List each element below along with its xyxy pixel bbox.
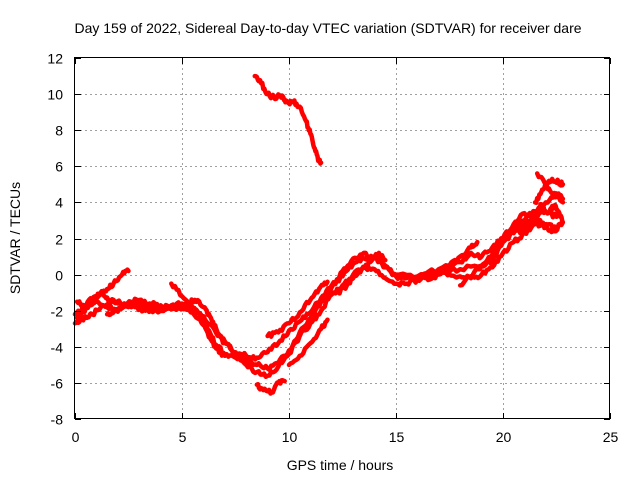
y-axis-label: SDTVAR / TECUs <box>7 182 23 294</box>
plot-frame <box>74 57 610 419</box>
y-tick-label: -6 <box>51 376 64 392</box>
chart-title: Day 159 of 2022, Sidereal Day-to-day VTE… <box>74 20 581 36</box>
x-tick-label: 5 <box>179 429 187 445</box>
series-line-track-c <box>72 220 559 380</box>
series-line-track-i <box>104 296 142 318</box>
series-line-track-n <box>532 176 566 206</box>
y-axis-ticks: -8 -6 -4 -2 0 2 4 6 8 10 12 <box>47 51 610 428</box>
series-line-track-f <box>335 250 388 296</box>
series-line-track-j <box>286 317 330 368</box>
x-tick-label: 20 <box>496 429 512 445</box>
y-tick-label: 4 <box>55 195 63 211</box>
series-line-track-g <box>265 279 330 339</box>
series-line-track-b <box>74 191 566 362</box>
series-line-track-e <box>169 281 228 357</box>
x-axis-label: GPS time / hours <box>287 457 394 473</box>
data-series-group <box>72 73 566 396</box>
series-line-track-o <box>517 202 566 236</box>
series-line-track-p <box>252 73 324 166</box>
x-tick-label: 15 <box>389 429 405 445</box>
series-line-track-k <box>425 239 480 283</box>
series-line-track-h <box>254 377 287 396</box>
y-tick-label: 0 <box>55 268 63 284</box>
series-line-track-d <box>74 267 131 309</box>
y-tick-label: -2 <box>51 304 64 320</box>
series-line-track-m <box>534 171 566 205</box>
y-tick-label: -8 <box>51 412 64 428</box>
y-tick-label: 10 <box>47 87 63 103</box>
x-tick-label: 25 <box>603 429 619 445</box>
y-tick-label: 12 <box>47 51 63 67</box>
y-tick-label: 8 <box>55 123 63 139</box>
y-tick-label: 6 <box>55 159 63 175</box>
y-tick-label: -4 <box>51 340 64 356</box>
grid-lines <box>75 58 610 419</box>
series-line-track-l <box>457 201 549 288</box>
x-tick-label: 10 <box>282 429 298 445</box>
x-axis-ticks: 0 5 10 15 20 25 <box>72 58 619 445</box>
y-tick-label: 2 <box>55 232 63 248</box>
x-tick-label: 0 <box>72 429 80 445</box>
